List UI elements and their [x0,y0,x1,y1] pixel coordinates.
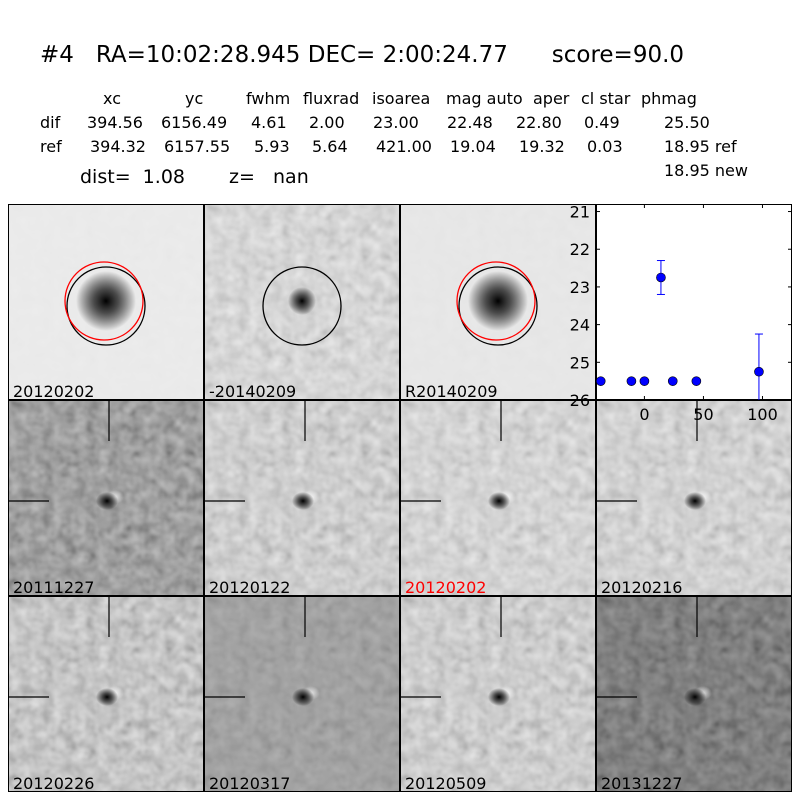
stamp-label: 20120202 [13,382,95,400]
column-header: xc [103,89,121,108]
column-header: fluxrad [303,89,360,108]
y-tick-label: 24 [570,316,590,335]
column-header: cl star [581,89,631,108]
y-tick-label: 23 [570,278,590,297]
stamp-label: 20120202 [405,578,487,596]
image-stamp: R20140209 [400,204,596,400]
stamp-label: 20120317 [209,774,291,792]
aperture-circle [64,261,144,341]
dist-value: dist= 1.08 [80,166,185,188]
declination: DEC= 2:00:24.77 [307,42,508,68]
x-tick-label: 0 [639,405,649,424]
stamp-label: 20120226 [13,774,95,792]
table-cell: 6157.55 [164,137,231,156]
table-cell: 23.00 [373,113,419,132]
right-ascension: RA=10:02:28.945 [95,42,301,68]
column-header: aper [533,89,570,108]
image-stamp: -20140209 [204,204,400,400]
column-header: yc [185,89,204,108]
table-cell: 394.56 [87,113,143,132]
table-cell: 0.49 [584,113,620,132]
phmag-new: 18.95 new [664,161,748,180]
aperture-circle [458,266,538,346]
image-stamp: 20120202 [8,204,204,400]
row-label: dif [40,113,61,132]
data-point [754,333,764,400]
stamp-label: -20140209 [209,382,297,400]
data-point [639,376,650,386]
table-cell: 6156.49 [161,113,228,132]
table-cell: 5.93 [254,137,290,156]
light-curve-plot: 21 22 23 24 25 26 0 50 100 [570,203,792,424]
image-stamp: 20131227 [596,596,792,792]
column-header: phmag [641,89,697,108]
y-tick-label: 25 [570,353,590,372]
table-cell: 19.32 [519,137,565,156]
figure-title: #4 RA=10:02:28.945 DEC= 2:00:24.77 score… [40,42,684,68]
data-point [667,376,678,386]
row-label: ref [40,137,62,156]
source-blob [468,271,528,331]
data-point [595,376,606,386]
stamp-label: R20140209 [405,382,498,400]
stamp-label: 20120509 [405,774,487,792]
aperture-circle [66,266,146,346]
y-tick-label: 22 [570,240,590,259]
image-stamp: 20120122 [204,400,400,596]
data-point [691,376,702,386]
aperture-circle [456,261,536,341]
candidate-id: #4 [40,42,74,68]
image-stamp: 20111227 [8,400,204,596]
table-cell: 4.61 [251,113,287,132]
stamp-label: 20111227 [13,578,95,596]
table-cell: 22.48 [447,113,493,132]
score: score=90.0 [551,42,685,68]
column-header: isoarea [372,89,431,108]
image-stamp: 20120202 [400,400,596,596]
stamp-label: 20120122 [209,578,291,596]
y-tick-label: 21 [570,203,590,222]
table-cell: 5.64 [312,137,348,156]
plot-frame [596,204,792,400]
table-cell: 25.50 [664,113,710,132]
image-stamp: 20120509 [400,596,596,792]
z-value: z= nan [229,166,309,188]
y-tick-label: 26 [570,391,590,410]
source-blob [288,287,316,315]
table-cell: 394.32 [90,137,146,156]
image-stamp: 20120317 [204,596,400,792]
table-cell: 18.95 ref [664,137,737,156]
x-tick-label: 100 [747,405,778,424]
table-cell: 421.00 [376,137,432,156]
data-point [626,376,637,386]
column-header: mag auto [446,89,523,108]
source-blob [76,271,136,331]
x-tick-label: 50 [693,405,713,424]
image-stamp: 20120216 [596,400,792,596]
table-cell: 19.04 [450,137,496,156]
aperture-circle [262,266,342,346]
table-cell: 2.00 [309,113,345,132]
table-cell: 0.03 [587,137,623,156]
image-stamp: 20120226 [8,596,204,792]
data-point [656,260,666,295]
column-header: fwhm [246,89,291,108]
table-cell: 22.80 [516,113,562,132]
stamp-label: 20120216 [601,578,683,596]
stamp-label: 20131227 [601,774,683,792]
